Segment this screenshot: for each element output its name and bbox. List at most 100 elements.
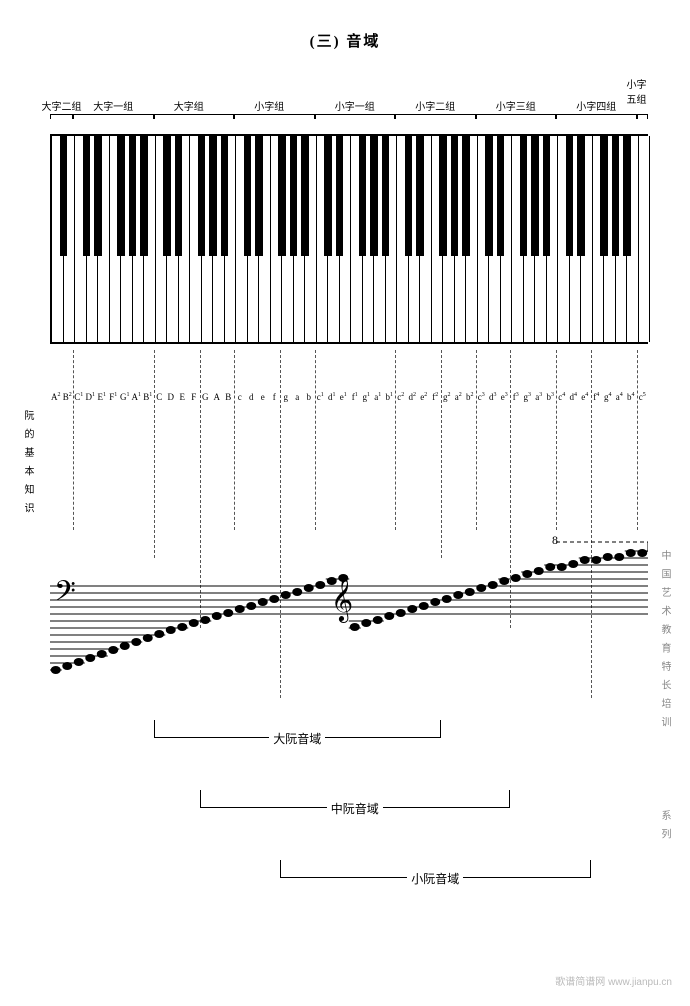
note-name: d bbox=[249, 392, 254, 402]
note-name: c3 bbox=[478, 392, 485, 402]
note-name: f3 bbox=[513, 392, 519, 402]
octave-label: 大字组 bbox=[174, 98, 204, 113]
note-name: g2 bbox=[443, 392, 451, 402]
guide-line bbox=[234, 350, 235, 530]
note-name: A bbox=[214, 392, 221, 402]
note-name: F1 bbox=[109, 392, 117, 402]
svg-text:𝄞: 𝄞 bbox=[331, 578, 353, 623]
black-key bbox=[221, 136, 228, 256]
note-name: b bbox=[307, 392, 312, 402]
black-key bbox=[531, 136, 538, 256]
black-key bbox=[359, 136, 366, 256]
note-name: d2 bbox=[409, 392, 417, 402]
black-key bbox=[290, 136, 297, 256]
note-name: A2 bbox=[51, 392, 61, 402]
octave-bracket bbox=[556, 114, 637, 118]
black-key bbox=[163, 136, 170, 256]
note-name: C1 bbox=[74, 392, 83, 402]
note-name: c4 bbox=[558, 392, 565, 402]
octave-label: 小字 五组 bbox=[627, 76, 647, 106]
black-key bbox=[244, 136, 251, 256]
guide-line bbox=[556, 350, 557, 530]
note-name: b4 bbox=[627, 392, 635, 402]
guide-line bbox=[315, 350, 316, 530]
black-key bbox=[612, 136, 619, 256]
octave-label: 小字三组 bbox=[496, 98, 536, 113]
octave-label: 小字组 bbox=[254, 98, 284, 113]
note-name: c bbox=[238, 392, 242, 402]
svg-text:8: 8 bbox=[552, 533, 558, 547]
note-name: g1 bbox=[363, 392, 371, 402]
note-name: f bbox=[273, 392, 276, 402]
note-name: e2 bbox=[420, 392, 427, 402]
octave-label: 大字二组 bbox=[42, 98, 82, 113]
black-key bbox=[485, 136, 492, 256]
white-key bbox=[639, 136, 651, 342]
page-title: (三) 音域 bbox=[0, 30, 690, 51]
octave-bracket bbox=[315, 114, 396, 118]
black-key bbox=[83, 136, 90, 256]
piano-keyboard bbox=[50, 134, 648, 344]
black-key bbox=[439, 136, 446, 256]
black-key bbox=[462, 136, 469, 256]
grand-staff: 𝄢 𝄞 8 bbox=[50, 530, 648, 700]
note-name: d4 bbox=[570, 392, 578, 402]
black-key bbox=[577, 136, 584, 256]
note-name: d3 bbox=[489, 392, 497, 402]
black-key bbox=[175, 136, 182, 256]
octave-bracket bbox=[637, 114, 649, 118]
octave-label: 小字一组 bbox=[335, 98, 375, 113]
note-name: b2 bbox=[466, 392, 474, 402]
note-name: a1 bbox=[374, 392, 381, 402]
black-key bbox=[370, 136, 377, 256]
black-key bbox=[129, 136, 136, 256]
svg-text:𝄢: 𝄢 bbox=[54, 577, 76, 614]
octave-label: 小字四组 bbox=[576, 98, 616, 113]
octave-bracket bbox=[234, 114, 315, 118]
note-name: b3 bbox=[547, 392, 555, 402]
octave-bracket bbox=[73, 114, 154, 118]
note-name: c2 bbox=[397, 392, 404, 402]
note-name: c1 bbox=[317, 392, 324, 402]
black-key bbox=[497, 136, 504, 256]
black-key bbox=[451, 136, 458, 256]
guide-line bbox=[154, 350, 155, 558]
side-caption-right-a: 中 国 艺 术 教 育 特 长 培 训 bbox=[657, 550, 672, 730]
black-key bbox=[416, 136, 423, 256]
black-key bbox=[520, 136, 527, 256]
guide-line bbox=[637, 350, 638, 530]
black-key bbox=[60, 136, 67, 256]
note-name: B2 bbox=[63, 392, 72, 402]
note-name: F bbox=[191, 392, 196, 402]
note-name: f4 bbox=[593, 392, 599, 402]
side-caption-left: 阮 的 基 本 知 识 bbox=[20, 410, 35, 516]
black-key bbox=[600, 136, 607, 256]
black-key bbox=[278, 136, 285, 256]
octave-bracket bbox=[50, 114, 73, 118]
black-key bbox=[566, 136, 573, 256]
note-names-row: A2B2C1D1E1F1G1A1B1CDEFGABcdefgabc1d1e1f1… bbox=[50, 392, 648, 412]
black-key bbox=[336, 136, 343, 256]
black-key bbox=[405, 136, 412, 256]
guide-line bbox=[73, 350, 74, 530]
note-name: a bbox=[295, 392, 299, 402]
note-name: A1 bbox=[132, 392, 142, 402]
black-key bbox=[324, 136, 331, 256]
range-label: 小阮音域 bbox=[407, 870, 463, 887]
note-name: D1 bbox=[86, 392, 96, 402]
octave-bracket bbox=[395, 114, 476, 118]
side-caption-right-b: 系 列 bbox=[657, 810, 672, 842]
black-key bbox=[382, 136, 389, 256]
note-name: B1 bbox=[143, 392, 152, 402]
black-key bbox=[94, 136, 101, 256]
black-key bbox=[623, 136, 630, 256]
note-name: C bbox=[156, 392, 162, 402]
range-label: 大阮音域 bbox=[269, 730, 325, 747]
black-key bbox=[209, 136, 216, 256]
octave-labels-row: 大字二组大字一组大字组小字组小字一组小字二组小字三组小字四组小字 五组 bbox=[50, 98, 648, 128]
range-label: 中阮音域 bbox=[327, 800, 383, 817]
guide-line bbox=[441, 350, 442, 558]
octave-label: 小字二组 bbox=[415, 98, 455, 113]
guide-line bbox=[395, 350, 396, 530]
note-name: c5 bbox=[639, 392, 646, 402]
